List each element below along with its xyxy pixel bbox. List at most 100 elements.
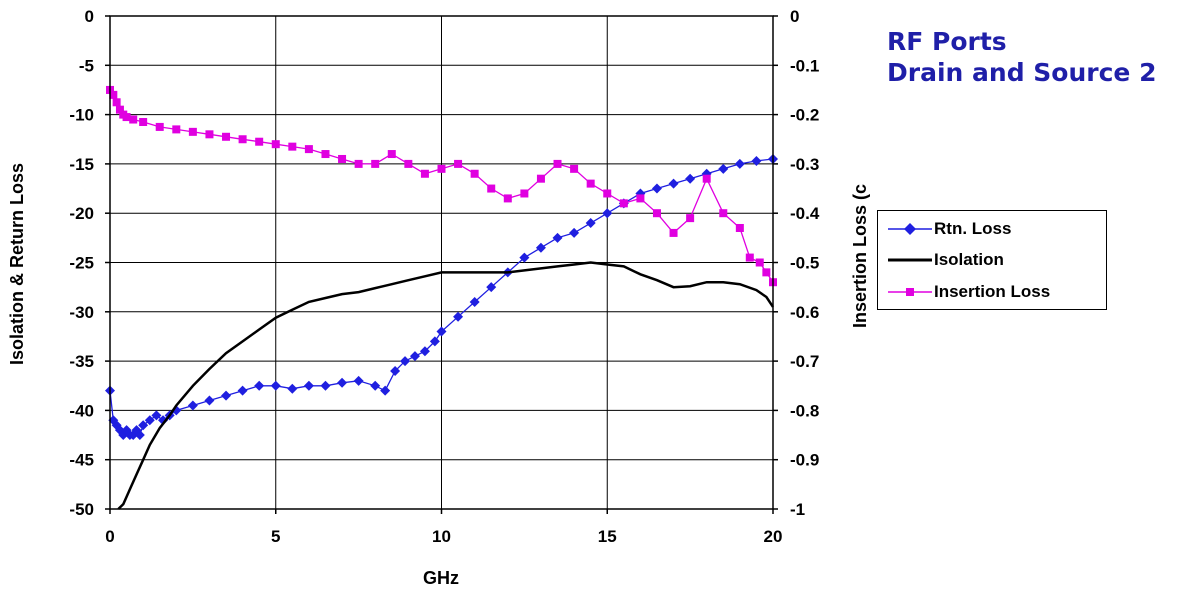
y2-axis-title: Insertion Loss (c xyxy=(850,184,870,328)
data-point-insertion-loss xyxy=(536,174,545,183)
y2-tick-label: -0.2 xyxy=(790,106,819,125)
data-point-rtn-loss xyxy=(419,346,430,357)
data-point-rtn-loss xyxy=(287,383,298,394)
data-point-rtn-loss xyxy=(270,380,281,391)
data-point-rtn-loss xyxy=(486,282,497,293)
y-tick-label: -40 xyxy=(69,401,94,420)
legend-label-isolation: Isolation xyxy=(934,250,1004,269)
legend-swatch-insertion-loss xyxy=(888,288,932,296)
data-point-rtn-loss xyxy=(337,377,348,388)
data-point-insertion-loss xyxy=(619,199,628,208)
data-point-rtn-loss xyxy=(535,242,546,253)
plot-frame xyxy=(109,15,774,510)
data-point-insertion-loss xyxy=(755,258,764,267)
data-point-rtn-loss xyxy=(602,208,613,219)
x-tick-label: 5 xyxy=(271,527,280,546)
data-point-insertion-loss xyxy=(762,268,771,277)
chart-title: RF Ports Drain and Source 2 xyxy=(887,26,1156,88)
data-point-insertion-loss xyxy=(702,174,711,183)
data-point-insertion-loss xyxy=(255,137,264,146)
x-axis-title: GHz xyxy=(423,568,459,588)
legend-item-isolation: Isolation xyxy=(878,249,1004,271)
data-point-insertion-loss xyxy=(354,159,363,168)
data-point-rtn-loss xyxy=(409,351,420,362)
data-point-rtn-loss xyxy=(469,296,480,307)
legend-swatch-isolation xyxy=(888,258,932,262)
y2-tick-label: -0.4 xyxy=(790,204,820,223)
data-point-insertion-loss xyxy=(603,189,612,198)
data-point-rtn-loss xyxy=(144,415,155,426)
y-tick-label: -15 xyxy=(69,155,94,174)
data-point-rtn-loss xyxy=(751,155,762,166)
x-tick-label: 15 xyxy=(598,527,617,546)
data-point-insertion-loss xyxy=(387,150,396,159)
y-tick-label: -10 xyxy=(69,106,94,125)
data-point-insertion-loss xyxy=(222,132,231,141)
data-point-rtn-loss xyxy=(585,218,596,229)
data-point-insertion-loss xyxy=(586,179,595,188)
data-point-rtn-loss xyxy=(390,365,401,376)
data-point-insertion-loss xyxy=(745,253,754,262)
data-point-insertion-loss xyxy=(304,145,313,154)
legend-label-insertion-loss: Insertion Loss xyxy=(934,282,1051,301)
data-point-rtn-loss xyxy=(204,395,215,406)
y2-tick-label: -0.6 xyxy=(790,303,819,322)
data-point-rtn-loss xyxy=(552,232,563,243)
data-point-insertion-loss xyxy=(454,159,463,168)
data-point-rtn-loss xyxy=(134,430,145,441)
data-point-insertion-loss xyxy=(115,105,124,114)
data-point-insertion-loss xyxy=(129,115,138,124)
y-tick-label: -25 xyxy=(69,254,94,273)
x-tick-label: 10 xyxy=(432,527,451,546)
y-tick-label: 0 xyxy=(85,7,94,26)
data-point-insertion-loss xyxy=(652,209,661,218)
series-layer xyxy=(105,85,778,510)
legend-item-insertion-loss: Insertion Loss xyxy=(878,281,1050,303)
data-point-insertion-loss xyxy=(470,169,479,178)
tick-labels: 0-5-10-15-20-25-30-35-40-45-500-0.1-0.2-… xyxy=(69,7,819,546)
legend-label-rtn-loss: Rtn. Loss xyxy=(934,219,1012,238)
y2-tick-label: -0.9 xyxy=(790,451,819,470)
data-point-insertion-loss xyxy=(719,209,728,218)
data-point-insertion-loss xyxy=(155,122,164,131)
data-point-rtn-loss xyxy=(138,420,149,431)
data-point-insertion-loss xyxy=(570,164,579,173)
y-tick-label: -30 xyxy=(69,303,94,322)
data-point-insertion-loss xyxy=(109,90,118,99)
data-point-rtn-loss xyxy=(429,336,440,347)
y2-tick-label: 0 xyxy=(790,7,799,26)
y2-tick-label: -0.1 xyxy=(790,56,819,75)
y2-tick-label: -1 xyxy=(790,500,805,519)
data-point-insertion-loss xyxy=(139,117,148,126)
data-point-rtn-loss xyxy=(254,380,265,391)
data-point-insertion-loss xyxy=(437,164,446,173)
legend: Rtn. Loss Isolation Insertion Loss xyxy=(877,210,1107,310)
data-point-insertion-loss xyxy=(553,159,562,168)
data-point-insertion-loss xyxy=(288,142,297,151)
data-point-rtn-loss xyxy=(237,385,248,396)
series-line-isolation xyxy=(117,261,775,510)
chart-title-line-2: Drain and Source 2 xyxy=(887,58,1157,87)
y-tick-label: -20 xyxy=(69,204,94,223)
y2-tick-label: -0.7 xyxy=(790,352,819,371)
data-point-insertion-loss xyxy=(371,159,380,168)
legend-item-rtn-loss: Rtn. Loss xyxy=(878,218,1011,240)
data-point-insertion-loss xyxy=(188,127,197,136)
y-axis-title: Isolation & Return Loss xyxy=(7,163,27,365)
data-point-insertion-loss xyxy=(271,140,280,149)
data-point-insertion-loss xyxy=(338,154,347,163)
data-point-rtn-loss xyxy=(668,178,679,189)
data-point-rtn-loss xyxy=(651,183,662,194)
data-point-insertion-loss xyxy=(735,223,744,232)
data-point-rtn-loss xyxy=(519,252,530,263)
data-point-insertion-loss xyxy=(205,130,214,139)
data-point-rtn-loss xyxy=(400,356,411,367)
data-point-rtn-loss xyxy=(453,311,464,322)
data-point-rtn-loss xyxy=(303,380,314,391)
data-point-rtn-loss xyxy=(320,380,331,391)
chart-title-line-1: RF Ports xyxy=(887,27,1007,56)
data-point-rtn-loss xyxy=(151,410,162,421)
data-point-insertion-loss xyxy=(686,214,695,223)
data-point-rtn-loss xyxy=(380,385,391,396)
